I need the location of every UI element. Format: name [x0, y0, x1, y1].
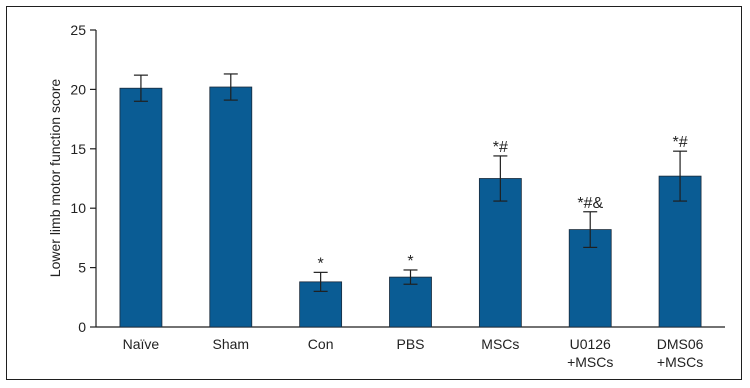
x-tick-label: DMS06 [657, 336, 704, 352]
bar [119, 87, 163, 328]
y-axis-title: Lower limb motor function score [47, 79, 63, 278]
significance-label: * [318, 255, 324, 272]
significance-label: *# [673, 134, 688, 151]
x-tick-label: MSCs [481, 336, 519, 352]
x-tick-label: +MSCs [567, 354, 613, 370]
error-bar [583, 211, 598, 249]
error-bar [673, 150, 688, 202]
bar [389, 276, 432, 328]
x-tick-label: Con [308, 336, 334, 352]
error-bar [403, 269, 418, 285]
error-bar [493, 155, 508, 202]
significance-label: *#& [577, 195, 603, 212]
y-tick-label: 25 [70, 22, 86, 38]
error-bar [223, 73, 238, 101]
bar [478, 178, 522, 328]
significance-label: *# [493, 139, 508, 156]
x-tick-label: PBS [396, 336, 424, 352]
y-tick-label: 10 [70, 200, 86, 216]
error-bar [313, 271, 328, 292]
x-tick-label: Naïve [123, 336, 160, 352]
x-tick-label: +MSCs [657, 354, 703, 370]
bar [209, 86, 253, 328]
y-tick-label: 15 [70, 141, 86, 157]
error-bar [133, 74, 148, 102]
significance-label: * [407, 253, 413, 270]
x-tick-label: Sham [212, 336, 249, 352]
y-tick-label: 5 [78, 260, 86, 276]
y-tick-label: 20 [70, 81, 86, 97]
y-tick-label: 0 [78, 319, 86, 335]
x-tick-label: U0126 [570, 336, 611, 352]
